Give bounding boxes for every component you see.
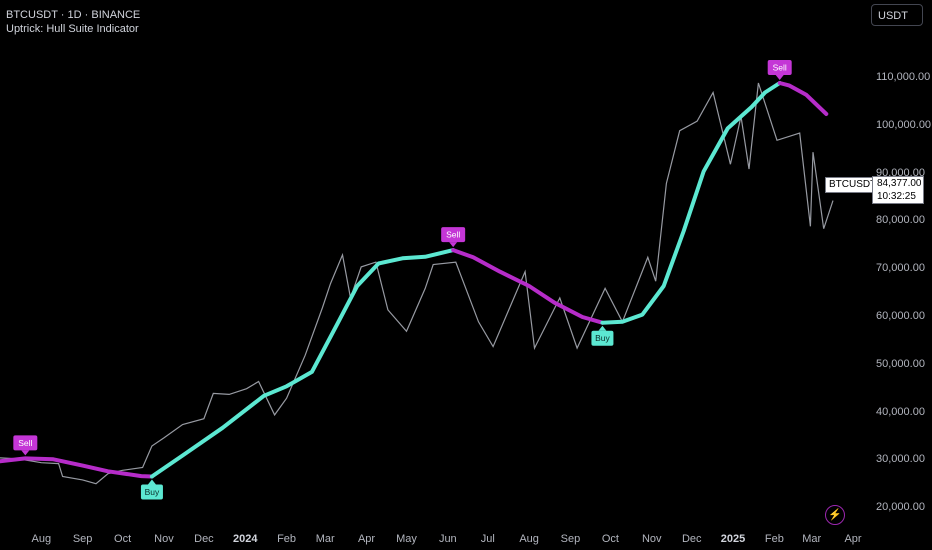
sell-label-pointer (775, 74, 784, 80)
x-tick-label: Jun (438, 533, 457, 545)
x-tick-label: 2024 (232, 533, 258, 545)
sell-label-box (13, 435, 38, 451)
buy-label-text: Buy (145, 487, 160, 497)
x-tick-label: Sep (72, 533, 93, 545)
symbol-title: BTCUSDT · 1D · BINANCE (6, 9, 141, 21)
x-tick-label: Oct (114, 533, 132, 545)
price-series (0, 82, 834, 485)
x-tick-label: Apr (844, 533, 862, 545)
symbol-label-tag: BTCUSDT (825, 177, 881, 193)
y-tick-label: 30,000.00 (876, 453, 925, 466)
hull-suite-line (0, 81, 829, 479)
sell-label-text: Sell (446, 230, 460, 240)
buy-label-pointer (147, 479, 156, 485)
x-tick-label: Apr (357, 533, 376, 545)
x-tick-label: May (396, 533, 417, 545)
x-tick-label: Dec (194, 533, 214, 545)
x-tick-label: Mar (315, 533, 335, 545)
hull-segment-down (777, 81, 829, 116)
currency-button[interactable]: USDT (871, 4, 923, 26)
hull-segment-down (0, 456, 154, 479)
x-tick-label: Dec (681, 533, 702, 545)
x-tick-label: Aug (31, 533, 52, 545)
indicator-title[interactable]: Uptrick: Hull Suite Indicator (6, 23, 139, 35)
sell-signal: Sell (13, 435, 38, 456)
hull-segment-up (149, 248, 456, 479)
buy-signal: Buy (591, 325, 614, 346)
x-tick-label: Jul (480, 533, 495, 545)
sell-signal: Sell (441, 227, 466, 248)
y-tick-label: 110,000.00 (876, 71, 931, 84)
last-price-value: 84,377.00 (877, 178, 922, 189)
sell-label-text: Sell (773, 62, 787, 72)
sell-signal: Sell (767, 59, 792, 80)
buy-label-box (591, 330, 614, 346)
buy-label-box (140, 484, 163, 500)
x-tick-label: Nov (154, 533, 174, 545)
x-tick-label: Oct (601, 533, 619, 545)
x-tick-label: Feb (764, 533, 784, 545)
buy-label-text: Buy (595, 333, 610, 343)
sell-label-text: Sell (18, 438, 32, 448)
x-tick-label: Aug (519, 533, 539, 545)
x-tick-label: Feb (277, 533, 297, 545)
lightning-icon[interactable]: ⚡ (825, 505, 845, 525)
price-line (0, 82, 834, 485)
bar-countdown: 10:32:25 (877, 191, 916, 202)
y-tick-label: 80,000.00 (876, 214, 925, 227)
y-tick-label: 60,000.00 (876, 310, 925, 322)
hull-segment-up (600, 81, 782, 325)
y-tick-label: 70,000.00 (876, 262, 925, 275)
buy-label-pointer (598, 325, 607, 331)
y-tick-label: 90,000.00 (876, 166, 925, 179)
y-tick-label: 50,000.00 (876, 357, 925, 370)
sell-label-pointer (449, 242, 458, 248)
x-tick-label: Mar (802, 533, 822, 545)
hull-segment-down (451, 248, 605, 325)
last-price-tag: 84,377.00 10:32:25 (872, 176, 924, 204)
y-tick-label: 20,000.00 (876, 501, 925, 514)
sell-label-box (441, 227, 466, 243)
sell-label-pointer (21, 450, 30, 456)
x-tick-label: 2025 (720, 533, 746, 545)
y-tick-label: 100,000.00 (876, 118, 932, 131)
signal-labels: Sell Buy Sell Buy Sell (13, 59, 792, 500)
x-tick-label: Sep (560, 533, 581, 545)
y-tick-label: 40,000.00 (876, 405, 925, 418)
x-tick-label: Nov (641, 533, 662, 545)
buy-signal: Buy (140, 479, 163, 500)
sell-label-box (767, 59, 792, 75)
